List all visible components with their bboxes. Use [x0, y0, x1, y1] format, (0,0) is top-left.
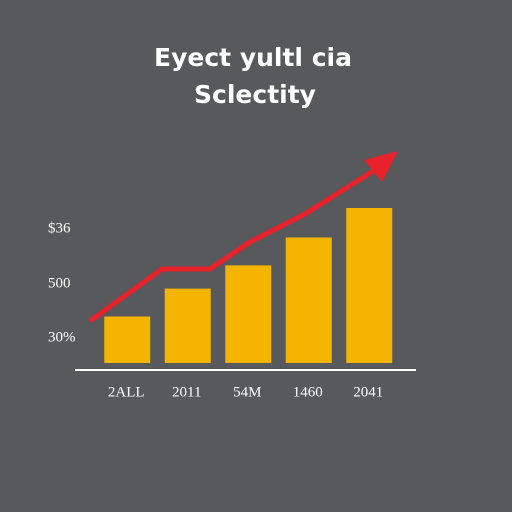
bar: [164, 288, 211, 363]
chart-title: Eyect yultl cia: [154, 43, 352, 72]
x-tick-label: 54M: [233, 384, 261, 400]
x-tick-label: 1460: [293, 384, 323, 400]
trend-arrow: [88, 165, 380, 324]
bar: [346, 208, 393, 363]
x-tick-label: 2041: [353, 384, 383, 400]
y-label: 500: [48, 275, 71, 291]
plot-area: $36 500 30% 2ALL 2011 54M 1460 2041: [48, 208, 393, 400]
y-label: 30%: [48, 329, 76, 345]
bar: [225, 265, 272, 363]
chart-subtitle: Sclectity: [194, 80, 316, 109]
arrow-head: [364, 151, 398, 182]
y-label: $36: [48, 220, 71, 236]
x-tick-label: 2ALL: [108, 384, 145, 400]
bar: [104, 316, 151, 363]
x-tick-label: 2011: [172, 384, 201, 400]
bar: [285, 237, 332, 363]
